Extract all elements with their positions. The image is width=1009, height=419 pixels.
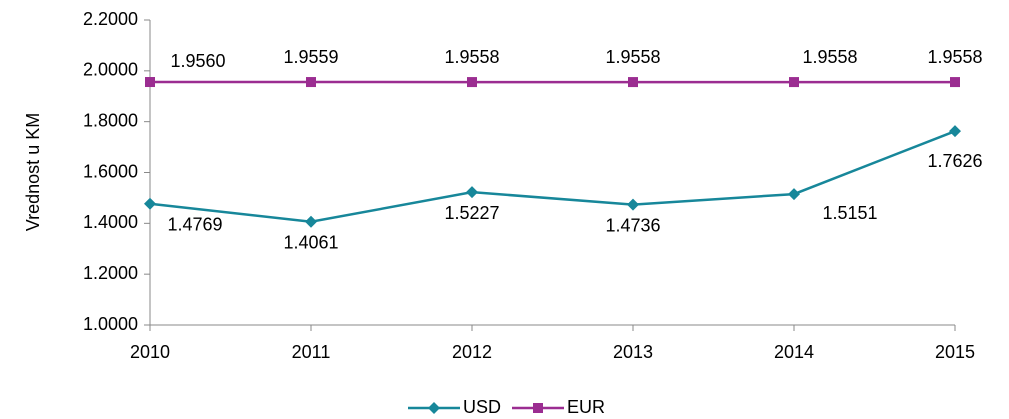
data-label: 1.9559 bbox=[283, 47, 338, 67]
data-label: 1.7626 bbox=[927, 151, 982, 171]
x-tick-label: 2014 bbox=[774, 342, 814, 362]
data-label: 1.9558 bbox=[802, 47, 857, 67]
data-label: 1.9558 bbox=[927, 47, 982, 67]
marker bbox=[428, 402, 440, 414]
marker bbox=[306, 77, 316, 88]
data-label: 1.9558 bbox=[605, 47, 660, 67]
marker bbox=[467, 77, 477, 88]
data-label: 1.4736 bbox=[605, 215, 660, 235]
data-label: 1.5151 bbox=[822, 203, 877, 223]
data-label: 1.4061 bbox=[283, 233, 338, 253]
data-label: 1.5227 bbox=[444, 203, 499, 223]
legend-label: USD bbox=[463, 397, 501, 417]
data-label: 1.4769 bbox=[167, 215, 222, 235]
y-tick-label: 2.2000 bbox=[83, 9, 138, 29]
marker bbox=[533, 403, 543, 413]
y-axis-label: Vrednost u KM bbox=[23, 113, 43, 231]
data-label: 1.9560 bbox=[170, 51, 225, 71]
x-tick-label: 2013 bbox=[613, 342, 653, 362]
y-tick-label: 1.8000 bbox=[83, 110, 138, 130]
marker bbox=[627, 198, 639, 211]
x-tick-label: 2015 bbox=[935, 342, 975, 362]
series-line bbox=[149, 130, 956, 224]
marker bbox=[788, 188, 800, 201]
y-tick-label: 1.4000 bbox=[83, 212, 138, 232]
marker bbox=[144, 197, 156, 210]
x-tick-label: 2010 bbox=[130, 342, 170, 362]
marker bbox=[950, 77, 960, 88]
y-tick-label: 1.2000 bbox=[83, 263, 138, 283]
y-tick-label: 2.0000 bbox=[83, 60, 138, 80]
data-label: 1.9558 bbox=[444, 47, 499, 67]
marker bbox=[789, 77, 799, 88]
legend-label: EUR bbox=[567, 397, 605, 417]
x-tick-label: 2012 bbox=[452, 342, 492, 362]
y-tick-label: 1.6000 bbox=[83, 161, 138, 181]
x-tick-label: 2011 bbox=[292, 342, 331, 362]
marker bbox=[466, 186, 478, 199]
marker bbox=[628, 77, 638, 88]
y-tick-label: 1.0000 bbox=[83, 314, 138, 334]
marker bbox=[305, 215, 317, 228]
marker bbox=[949, 125, 961, 138]
marker bbox=[145, 77, 155, 88]
